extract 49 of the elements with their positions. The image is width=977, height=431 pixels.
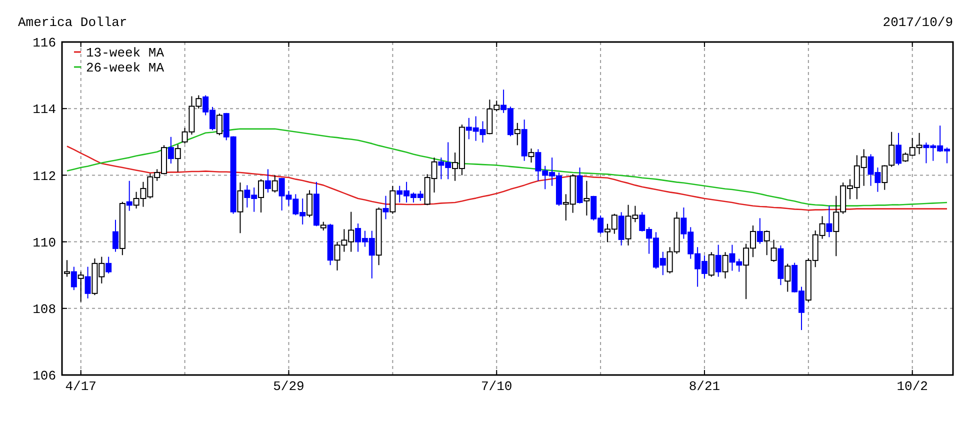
candlestick	[264, 168, 271, 194]
x-tick-label: 8/21	[688, 379, 720, 394]
candlestick	[237, 182, 244, 234]
candlestick	[78, 271, 84, 302]
y-tick-label: 112	[32, 168, 56, 184]
chart-subtitle: 2017/10/9	[882, 15, 953, 30]
candlestick	[272, 174, 278, 194]
candlestick	[168, 136, 174, 164]
candlestick	[764, 230, 770, 256]
candlestick	[390, 185, 396, 214]
candlestick	[722, 252, 728, 279]
candlestick	[70, 266, 77, 291]
candlestick	[528, 148, 534, 164]
line-series	[66, 146, 948, 211]
x-tick-label: 10/2	[896, 379, 928, 394]
chart-title: America Dollar	[18, 15, 128, 30]
y-tick-label: 116	[32, 36, 56, 51]
legend-label: 26-week MA	[86, 60, 164, 76]
candlestick	[382, 195, 389, 220]
y-tick-label: 114	[32, 102, 56, 118]
candlestick	[882, 164, 888, 190]
candlestick	[258, 178, 264, 213]
candlestick	[514, 122, 520, 146]
candlestick	[584, 180, 590, 216]
candlestick	[895, 132, 902, 166]
candlestick	[770, 239, 777, 262]
legend-label: 13-week MA	[86, 46, 164, 61]
candlestick	[112, 219, 119, 252]
x-tick-label: 4/17	[65, 379, 96, 394]
candlestick	[64, 260, 70, 278]
x-tick-label: 7/10	[480, 379, 512, 394]
candlestick	[708, 252, 714, 278]
candlestick	[306, 190, 313, 218]
candlestick	[174, 144, 181, 172]
candlestick	[126, 180, 132, 212]
line-series	[66, 128, 948, 206]
y-tick-label: 110	[32, 235, 56, 250]
candlestick	[84, 266, 91, 299]
candlestick	[618, 212, 624, 246]
x-tick-label: 5/29	[273, 379, 304, 394]
candlestick	[888, 131, 895, 168]
candlestick	[756, 218, 763, 244]
candlestick	[826, 205, 832, 238]
candlestick	[715, 244, 722, 278]
y-tick-label: 108	[32, 302, 56, 317]
candlestick	[784, 263, 791, 292]
y-tick-label: 106	[32, 368, 56, 384]
candlestick	[216, 113, 222, 136]
candlestick	[106, 256, 112, 274]
